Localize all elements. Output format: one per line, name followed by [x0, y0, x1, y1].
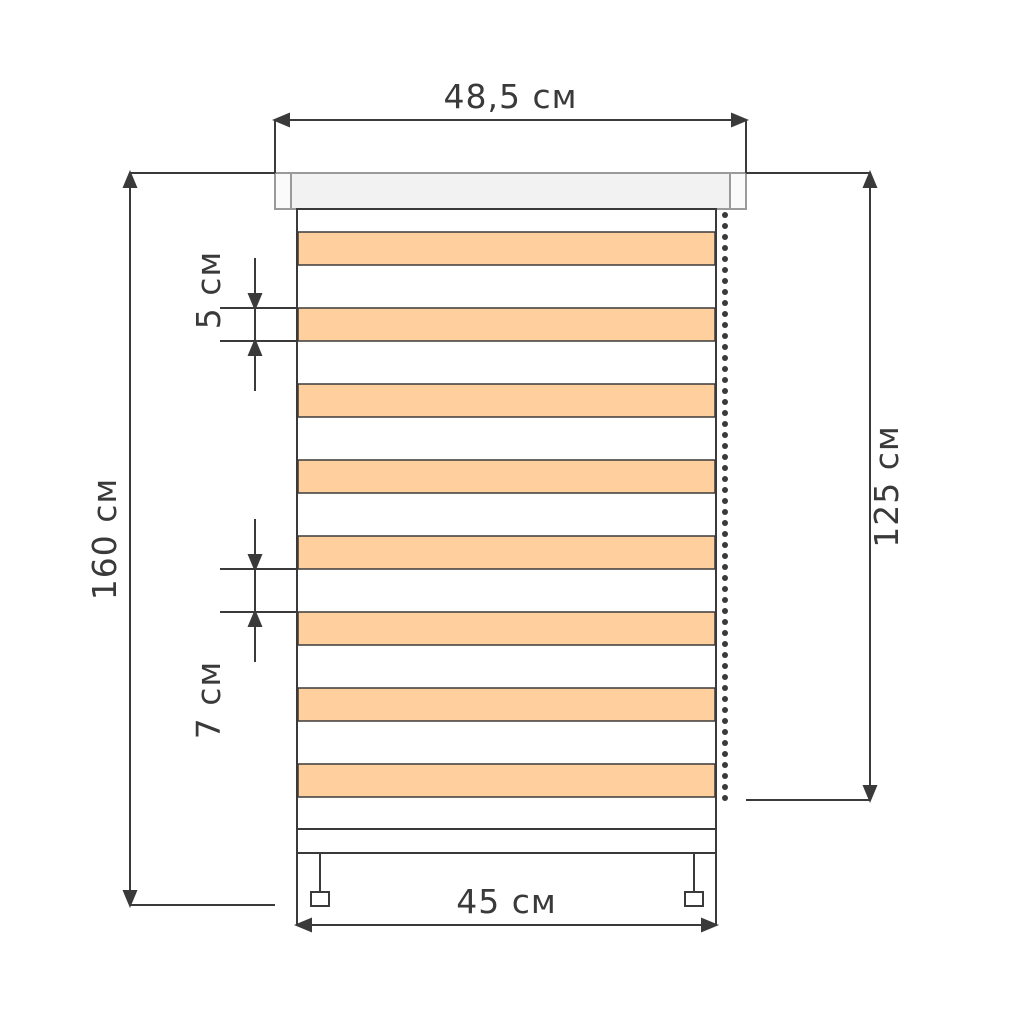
dim-label: 7 см [189, 661, 228, 740]
fabric-stripe [298, 688, 715, 721]
bead-chain [722, 212, 728, 801]
fabric-stripe [298, 384, 715, 417]
dim-label: 125 см [867, 425, 906, 548]
fabric-outline [297, 209, 716, 829]
fabric-stripe [298, 460, 715, 493]
fabric-stripe [298, 764, 715, 797]
dim-label: 45 см [456, 882, 557, 921]
weight-right [685, 892, 703, 906]
bottom-bar [297, 829, 716, 853]
dim-label: 160 см [85, 478, 124, 601]
fabric-stripe [298, 612, 715, 645]
blind-dimension-diagram: 48,5 см 45 см 160 см 125 см 5 см 7 см [0, 0, 1020, 1020]
fabric-stripe [298, 536, 715, 569]
dim-label: 5 см [189, 251, 228, 330]
headrail [275, 173, 746, 209]
dim-label: 48,5 см [443, 77, 577, 116]
headrail-cap-right [730, 173, 746, 209]
fabric-stripe [298, 232, 715, 265]
headrail-cap-left [275, 173, 291, 209]
weight-left [311, 892, 329, 906]
fabric-stripe [298, 308, 715, 341]
